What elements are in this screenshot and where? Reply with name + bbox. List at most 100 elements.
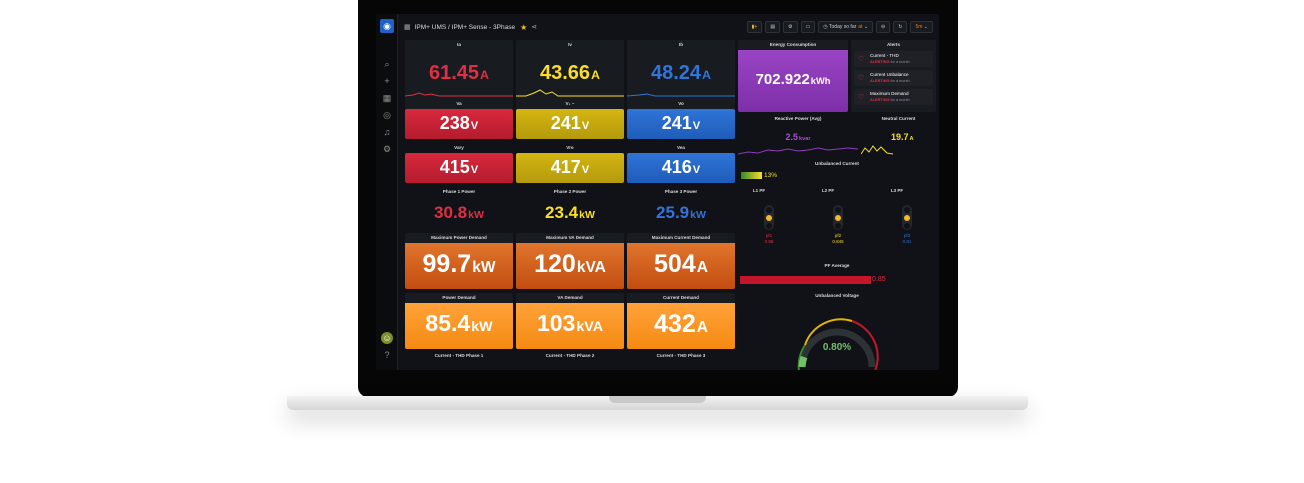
heart-alert-icon: ♡ bbox=[858, 94, 865, 101]
bell-icon[interactable]: ♫ bbox=[383, 127, 391, 137]
l3-pf-title: L3 PF bbox=[890, 188, 904, 193]
value-unit: A bbox=[702, 68, 711, 82]
time-range-picker[interactable]: ◷ Today so far at ⌄ bbox=[818, 21, 874, 33]
voltage-vro-panel[interactable]: Vro 417V bbox=[516, 143, 624, 185]
refresh-interval-picker[interactable]: 5m ⌄ bbox=[910, 21, 933, 33]
alert-state: ALERTING for a month bbox=[870, 79, 910, 83]
phase3-power-panel[interactable]: Phase 3 Power 25.9kW bbox=[627, 187, 735, 231]
panel-title: PF Average bbox=[824, 263, 850, 268]
panel-title: Maximum VA Demand bbox=[546, 235, 594, 240]
energy-consumption-panel[interactable]: Energy Consumption 702.922kWh bbox=[738, 40, 848, 112]
value-number: 415 bbox=[439, 157, 470, 177]
value-unit: kW bbox=[468, 209, 484, 221]
power-demand-panel[interactable]: Power Demand 85.4kW bbox=[405, 293, 513, 349]
max-va-demand-fill bbox=[516, 243, 624, 289]
current-demand-fill bbox=[627, 303, 735, 349]
voltage-vea-panel[interactable]: Vea 416V bbox=[627, 143, 735, 185]
unbalanced-current-panel[interactable]: Unbalanced Current 13% bbox=[738, 159, 936, 181]
pf3-label: pf3 bbox=[903, 233, 911, 238]
dashboards-icon[interactable]: ▦ bbox=[382, 93, 392, 103]
current-ib-panel[interactable]: Ib 48.24A bbox=[627, 40, 735, 110]
help-icon[interactable]: ? bbox=[384, 350, 390, 360]
star-icon[interactable]: ★ bbox=[520, 22, 528, 32]
voltage-vro-value: 417V bbox=[516, 157, 624, 178]
time-range-suffix: at bbox=[858, 24, 863, 30]
panel-title: Iv bbox=[568, 42, 572, 47]
share-icon[interactable]: ⋖ bbox=[531, 24, 538, 31]
save-button[interactable]: ▤ bbox=[765, 21, 781, 33]
user-avatar-icon[interactable]: ☺ bbox=[381, 332, 393, 344]
voltage-vo-fill bbox=[627, 109, 735, 139]
reactive-power-panel[interactable]: Reactive Power (Avg) 2.5kvar bbox=[738, 114, 858, 158]
pf-average-panel[interactable]: PF Average 0.85 bbox=[738, 261, 936, 289]
thd-phase1-panel[interactable]: Current - THD Phase 1 bbox=[405, 351, 513, 370]
unbalanced-current-value: 13% bbox=[764, 172, 778, 179]
voltage-vary-fill bbox=[405, 153, 513, 183]
panel-title: Unbalanced Voltage bbox=[815, 293, 859, 298]
value-number: 417 bbox=[550, 157, 581, 177]
alert-item[interactable]: ♡ Current Unbalance ALERTING for a month bbox=[854, 70, 933, 86]
panel-title: Current - THD Phase 2 bbox=[545, 353, 595, 358]
voltage-v1-fill bbox=[516, 109, 624, 139]
light-on bbox=[835, 215, 841, 221]
current-ia-sparkline bbox=[405, 92, 513, 97]
dashboard-screen: ◉ ⌕ + ▦ ◎ ♫ ⚙ ☺ ? ▦ IPM+ UMS / IPM+ Sens… bbox=[376, 14, 939, 370]
panel-title: Ib bbox=[678, 42, 684, 47]
power-demand-value: 85.4kW bbox=[405, 310, 513, 337]
save-icon: ▤ bbox=[770, 24, 776, 30]
power-demand-fill bbox=[405, 303, 513, 349]
phase2-power-value: 23.4kW bbox=[516, 203, 624, 223]
tv-mode-button[interactable]: ▭ bbox=[800, 21, 816, 33]
max-power-demand-panel[interactable]: Maximum Power Demand 99.7kW bbox=[405, 233, 513, 289]
voltage-va-panel[interactable]: Va 238V bbox=[405, 99, 513, 141]
alert-state: ALERTING for a month bbox=[870, 60, 910, 64]
panel-title: Power Demand bbox=[442, 295, 476, 300]
panel-title: Va bbox=[456, 101, 462, 106]
value-unit: kvar bbox=[799, 136, 811, 142]
plus-icon[interactable]: + bbox=[384, 76, 390, 86]
gear-icon[interactable]: ⚙ bbox=[382, 144, 392, 154]
zoom-out-button[interactable]: ⊖ bbox=[876, 21, 891, 33]
va-demand-panel[interactable]: VA Demand 103kVA bbox=[516, 293, 624, 349]
reactive-power-value: 2.5kvar bbox=[738, 132, 858, 142]
voltage-v1-panel[interactable]: V₁ ~ 241V bbox=[516, 99, 624, 141]
alert-state: ALERTING for a month bbox=[870, 98, 910, 102]
app-logo-icon[interactable]: ◉ bbox=[380, 19, 394, 33]
panel-title: Vro bbox=[566, 145, 574, 150]
voltage-vo-value: 241V bbox=[627, 113, 735, 134]
current-ia-panel[interactable]: Ia 61.45A bbox=[405, 40, 513, 110]
current-demand-panel[interactable]: Current Demand 432A bbox=[627, 293, 735, 349]
value-unit: kW bbox=[579, 209, 595, 221]
sidebar: ◉ ⌕ + ▦ ◎ ♫ ⚙ ☺ ? bbox=[376, 14, 398, 370]
value-number: 85.4 bbox=[425, 310, 471, 336]
unbalanced-voltage-panel[interactable]: Unbalanced Voltage 0.80% bbox=[738, 291, 936, 370]
refresh-button[interactable]: ↻ bbox=[893, 21, 908, 33]
explore-compass-icon[interactable]: ◎ bbox=[383, 110, 391, 120]
panel-title: Vary bbox=[454, 145, 464, 150]
phase2-power-panel[interactable]: Phase 2 Power 23.4kW bbox=[516, 187, 624, 231]
value-unit: A bbox=[591, 68, 600, 82]
max-current-demand-panel[interactable]: Maximum Current Demand 504A bbox=[627, 233, 735, 289]
max-va-demand-panel[interactable]: Maximum VA Demand 120kVA bbox=[516, 233, 624, 289]
panel-title: Reactive Power (Avg) bbox=[774, 116, 822, 121]
value-number: 2.5 bbox=[785, 132, 799, 142]
voltage-vo-panel[interactable]: Vo 241V bbox=[627, 99, 735, 141]
alert-item[interactable]: ♡ Maximum Demand ALERTING for a month bbox=[854, 89, 933, 105]
settings-button[interactable]: ⚙ bbox=[783, 21, 798, 33]
current-iv-panel[interactable]: Iv 43.66A bbox=[516, 40, 624, 110]
max-current-demand-fill bbox=[627, 243, 735, 289]
search-icon[interactable]: ⌕ bbox=[384, 59, 390, 69]
phase1-power-panel[interactable]: Phase 1 Power 30.8kW bbox=[405, 187, 513, 231]
thd-phase3-panel[interactable]: Current - THD Phase 3 bbox=[627, 351, 735, 370]
alert-item[interactable]: ♡ Current - THD ALERTING for a month bbox=[854, 51, 933, 67]
refresh-icon: ↻ bbox=[898, 24, 903, 30]
pf2-value: 0.845 bbox=[832, 239, 844, 244]
light-off bbox=[766, 223, 772, 229]
breadcrumb[interactable]: IPM+ UMS / IPM+ Sense - 3Phase bbox=[414, 23, 516, 31]
add-panel-button[interactable]: ▮+ bbox=[746, 21, 763, 33]
voltage-vary-panel[interactable]: Vary 415V bbox=[405, 143, 513, 185]
neutral-current-panel[interactable]: Neutral Current 19.7A bbox=[861, 114, 936, 158]
value-number: 25.9 bbox=[656, 203, 690, 222]
thd-phase2-panel[interactable]: Current - THD Phase 2 bbox=[516, 351, 624, 370]
alert-name: Maximum Demand bbox=[870, 91, 909, 96]
